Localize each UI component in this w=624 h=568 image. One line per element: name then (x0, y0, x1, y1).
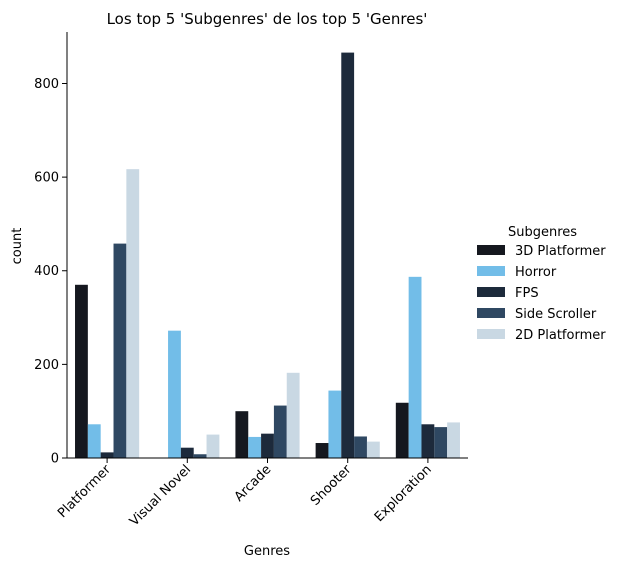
y-tick-label: 200 (34, 358, 59, 373)
bar-side-scroller-platformer (113, 243, 127, 458)
bar-2d-platformer-arcade (286, 372, 300, 458)
bar-2d-platformer-visual-novel (206, 434, 220, 458)
bar-2d-platformer-platformer (126, 169, 140, 458)
bar-side-scroller-visual-novel (193, 454, 207, 458)
legend-swatch (477, 245, 505, 255)
bar-horror-arcade (248, 436, 262, 458)
x-tick-label: Platformer (55, 462, 114, 521)
y-axis: 0 200 400 600 800 (34, 32, 68, 467)
bar-fps-shooter (341, 52, 355, 458)
bar-horror-shooter (328, 390, 342, 458)
x-tick-label: Exploration (372, 462, 435, 525)
bar-side-scroller-shooter (354, 436, 367, 458)
legend-swatch (477, 266, 505, 276)
x-axis: Platformer Visual Novel Arcade Shooter Explo… (55, 457, 468, 529)
y-axis-label: count (10, 228, 25, 265)
bar-horror-platformer (87, 424, 101, 458)
legend-swatch (477, 287, 505, 297)
y-tick-label: 600 (34, 171, 59, 186)
x-axis-label: Genres (244, 544, 290, 559)
legend-label: 3D Platformer (515, 244, 606, 259)
bar-fps-platformer (100, 452, 114, 458)
legend-title: Subgenres (508, 225, 577, 240)
bar-side-scroller-exploration (434, 427, 448, 458)
bar-3d-platformer-platformer (75, 284, 88, 458)
legend-swatch (477, 329, 505, 339)
bar-fps-arcade (261, 433, 274, 458)
bar-fps-visual-novel (180, 447, 194, 458)
bar-3d-platformer-exploration (395, 402, 409, 458)
legend-label: FPS (515, 286, 539, 301)
bar-2d-platformer-shooter (366, 441, 380, 458)
x-tick-label: Shooter (308, 462, 355, 509)
bar-2d-platformer-exploration (447, 422, 460, 458)
legend-label: Horror (515, 265, 557, 280)
bar-horror-visual-novel (168, 330, 181, 458)
x-tick-label: Visual Novel (127, 462, 194, 529)
bars-group (75, 52, 460, 458)
y-tick-label: 0 (51, 452, 59, 467)
x-tick-label: Arcade (232, 462, 275, 505)
legend: Subgenres 3D Platformer Horror FPS Side Scr… (477, 225, 606, 343)
chart-title: Los top 5 'Subgenres' de los top 5 'Genr… (107, 10, 428, 28)
legend-label: 2D Platformer (515, 328, 606, 343)
legend-swatch (477, 308, 505, 318)
bar-side-scroller-arcade (273, 405, 287, 458)
bar-fps-exploration (421, 424, 435, 458)
bar-3d-platformer-shooter (315, 443, 329, 458)
y-tick-label: 400 (34, 264, 59, 279)
bar-3d-platformer-arcade (235, 411, 249, 458)
legend-label: Side Scroller (515, 307, 597, 322)
y-tick-label: 800 (34, 77, 59, 92)
bar-horror-exploration (408, 276, 422, 458)
